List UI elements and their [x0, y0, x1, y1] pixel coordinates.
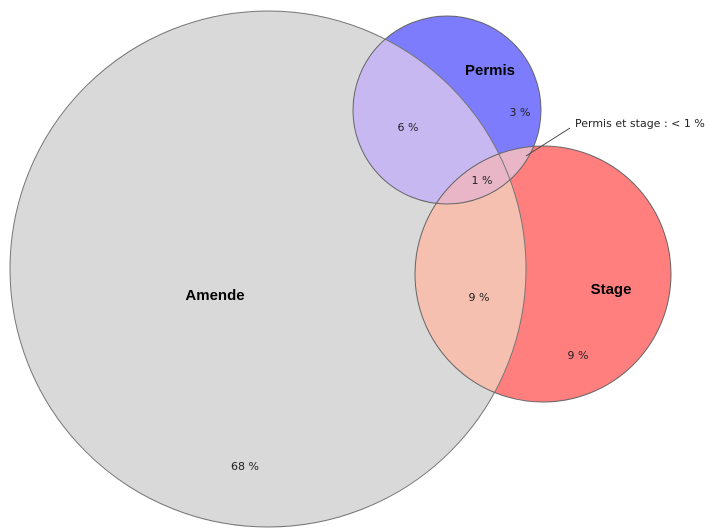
set-label: Stage [591, 281, 632, 298]
region-label: 1 % [472, 174, 493, 187]
region-label: 9 % [568, 349, 589, 362]
region-label: 9 % [469, 291, 490, 304]
region-label: 68 % [231, 460, 259, 473]
amende-stage-overlap [415, 146, 526, 402]
stage-outline [414, 145, 672, 403]
set-label: Amende [185, 287, 244, 304]
permis-outline [352, 15, 542, 205]
annotation: Permis et stage : < 1 % [575, 117, 705, 130]
region-label: 3 % [510, 106, 531, 119]
annotation-leader [525, 127, 571, 157]
set-label: Permis [465, 62, 515, 79]
region-label: 6 % [398, 121, 419, 134]
amende-outline [9, 10, 527, 528]
